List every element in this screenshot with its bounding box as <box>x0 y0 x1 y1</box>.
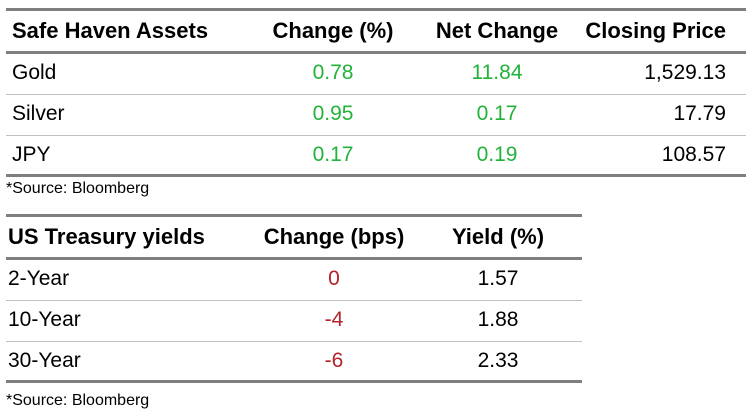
tenor-label: 30-Year <box>8 349 81 372</box>
header-net-change: Net Change <box>435 18 559 43</box>
table-row: JPY 0.17 0.19 108.57 <box>6 135 746 175</box>
change-pct-value: 0.17 <box>312 143 354 166</box>
table-row: Gold 0.78 11.84 1,529.13 <box>6 53 746 93</box>
closing-price-value: 17.79 <box>673 102 726 125</box>
net-change-value: 0.17 <box>476 102 518 125</box>
header-closing-price: Closing Price <box>585 18 726 43</box>
header-tenor: US Treasury yields <box>8 224 205 249</box>
header-asset: Safe Haven Assets <box>12 18 209 43</box>
asset-name: JPY <box>12 143 51 166</box>
asset-name: Silver <box>12 102 65 125</box>
closing-price-value: 108.57 <box>661 143 726 166</box>
yield-value: 2.33 <box>477 349 519 372</box>
top-rule <box>6 214 582 217</box>
closing-price-value: 1,529.13 <box>644 61 726 84</box>
header-change-bps: Change (bps) <box>263 224 405 249</box>
net-change-value: 11.84 <box>471 61 523 84</box>
tenor-label: 10-Year <box>8 308 81 331</box>
source-note: *Source: Bloomberg <box>6 180 150 197</box>
top-rule <box>6 8 746 11</box>
header-rule <box>6 257 582 260</box>
bottom-rule <box>6 380 582 383</box>
change-bps-value: -4 <box>324 308 344 331</box>
change-pct-value: 0.95 <box>312 102 354 125</box>
row-divider <box>6 300 582 301</box>
net-change-value: 0.19 <box>476 143 518 166</box>
header-rule <box>6 51 746 54</box>
source-note: *Source: Bloomberg <box>6 392 150 409</box>
table-row: 2-Year 0 1.57 <box>6 259 582 299</box>
table-row: 30-Year -6 2.33 <box>6 341 582 381</box>
table-header-row: US Treasury yields Change (bps) Yield (%… <box>6 217 582 257</box>
change-bps-value: 0 <box>328 267 340 290</box>
change-bps-value: -6 <box>324 349 344 372</box>
yield-value: 1.88 <box>477 308 519 331</box>
row-divider <box>6 94 746 95</box>
header-change-pct: Change (%) <box>272 18 394 43</box>
table-row: Silver 0.95 0.17 17.79 <box>6 94 746 134</box>
asset-name: Gold <box>12 61 57 84</box>
table-header-row: Safe Haven Assets Change (%) Net Change … <box>6 11 746 51</box>
row-divider <box>6 135 746 136</box>
change-pct-value: 0.78 <box>312 61 354 84</box>
tenor-label: 2-Year <box>8 267 70 290</box>
row-divider <box>6 341 582 342</box>
header-yield: Yield (%) <box>451 224 545 249</box>
yield-value: 1.57 <box>477 267 519 290</box>
bottom-rule <box>6 174 746 177</box>
table-row: 10-Year -4 1.88 <box>6 300 582 340</box>
